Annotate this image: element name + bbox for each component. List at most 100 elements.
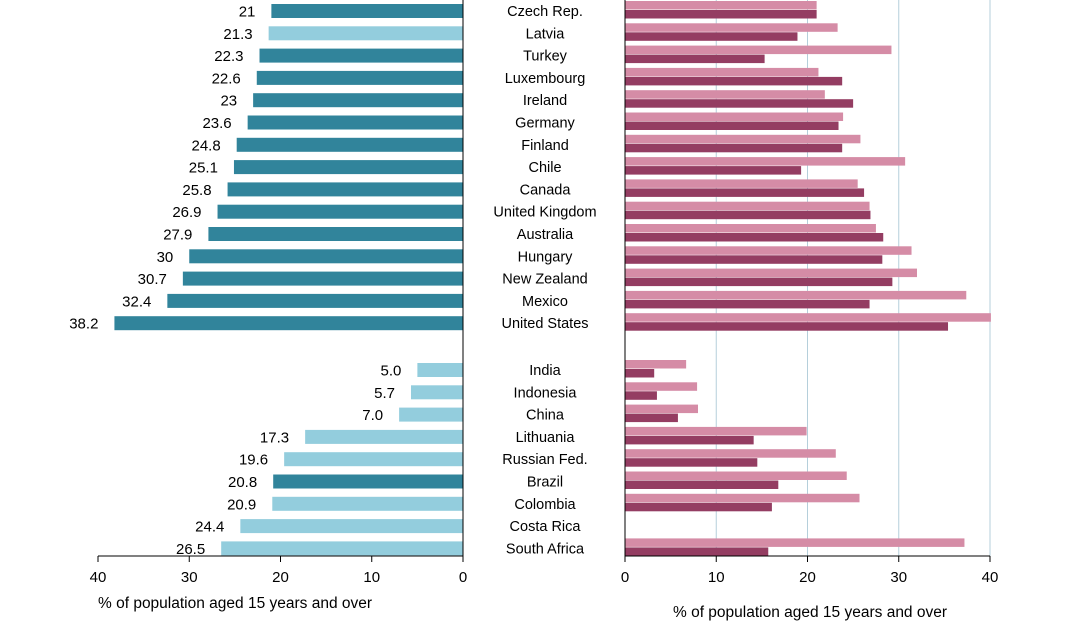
- left-value-label-chile: 25.1: [189, 160, 218, 177]
- left-bar-new-zealand: [182, 271, 464, 286]
- right-bar-czech-rep-series-2: [625, 10, 817, 19]
- left-x-axis: 40 30 20 10 0: [90, 0, 467, 586]
- right-bar-australia-series-1: [625, 224, 876, 233]
- right-bar-latvia-series-1: [625, 23, 838, 32]
- left-bar-india: [417, 363, 463, 377]
- right-bar-australia-series-2: [625, 233, 884, 242]
- left-value-label-new-zealand: 30.7: [138, 271, 167, 288]
- country-label-australia: Australia: [517, 227, 574, 243]
- country-label-canada: Canada: [520, 182, 572, 198]
- left-value-label-czech-rep: 21: [239, 4, 256, 21]
- country-label-turkey: Turkey: [523, 49, 568, 65]
- left-bar-united-states: [114, 316, 464, 331]
- left-value-label-russian-fed: 19.6: [239, 452, 268, 469]
- right-bar-new-zealand-series-2: [625, 277, 893, 287]
- right-bar-brazil-series-2: [625, 480, 779, 489]
- left-bar-brazil: [273, 474, 463, 489]
- right-bar-turkey-series-2: [625, 54, 765, 64]
- right-bar-germany-series-1: [625, 112, 844, 121]
- right-bar-chile-series-1: [625, 157, 906, 166]
- right-bar-czech-rep-series-1: [625, 1, 817, 10]
- left-bar-united-kingdom: [217, 204, 463, 219]
- left-value-label-canada: 25.8: [182, 182, 211, 199]
- left-value-label-indonesia: 5.7: [374, 385, 395, 402]
- right-bar-south-africa-series-2: [625, 547, 769, 556]
- left-bar-finland: [236, 137, 463, 152]
- country-label-hungary: Hungary: [518, 249, 574, 265]
- left-value-labels: 21 21.3 22.3 22.6 23 23.6 24.8 25.1 25.8 26.9 27.9…: [69, 4, 401, 558]
- left-value-label-colombia: 20.9: [227, 496, 256, 513]
- right-bar-united-states-series-1: [625, 313, 991, 322]
- country-label-latvia: Latvia: [526, 26, 566, 42]
- left-bar-hungary: [189, 249, 463, 264]
- left-value-label-south-africa: 26.5: [176, 541, 205, 558]
- left-value-label-finland: 24.8: [191, 137, 220, 154]
- right-tick-label-0: 0: [621, 569, 629, 586]
- country-label-brazil: Brazil: [527, 475, 563, 491]
- right-bar-germany-series-2: [625, 121, 839, 130]
- right-bar-new-zealand-series-1: [625, 268, 917, 278]
- left-bar-chart: 21 21.3 22.3 22.6 23 23.6 24.8 25.1 25.8 26.9 27.9…: [69, 0, 467, 612]
- right-bar-chart: 0 10 20 30 40 % of population aged 15 years …: [621, 0, 998, 621]
- country-label-mexico: Mexico: [522, 294, 568, 310]
- left-value-label-hungary: 30: [157, 249, 174, 266]
- left-bar-ireland: [253, 93, 463, 108]
- left-tick-label-40: 40: [90, 569, 107, 586]
- left-bar-mexico: [167, 293, 463, 308]
- right-bar-brazil-series-1: [625, 471, 847, 480]
- right-bar-indonesia-series-1: [625, 382, 698, 391]
- right-bar-ireland-series-1: [625, 90, 825, 99]
- left-bar-south-africa: [221, 541, 463, 556]
- right-bar-hungary-series-2: [625, 255, 883, 264]
- right-x-axis-title: % of population aged 15 years and over: [673, 604, 947, 621]
- right-bar-united-states-series-2: [625, 322, 949, 331]
- right-bar-colombia-series-1: [625, 493, 860, 503]
- country-label-lithuania: Lithuania: [516, 430, 576, 446]
- right-tick-label-20: 20: [799, 569, 816, 586]
- right-bar-united-kingdom-series-1: [625, 201, 870, 211]
- country-labels: Czech Rep. Latvia Turkey Luxembourg Ireland G…: [493, 4, 596, 557]
- right-bar-indonesia-series-2: [625, 391, 657, 400]
- left-bar-germany: [247, 115, 463, 130]
- left-bar-luxembourg: [256, 70, 463, 85]
- right-bar-luxembourg-series-2: [625, 76, 843, 86]
- right-bar-finland-series-2: [625, 143, 843, 153]
- left-bar-indonesia: [410, 385, 463, 400]
- right-bar-finland-series-1: [625, 134, 861, 144]
- country-label-new-zealand: New Zealand: [502, 272, 587, 288]
- right-bar-united-kingdom-series-2: [625, 210, 871, 220]
- left-tick-label-20: 20: [272, 569, 289, 586]
- left-bars: [114, 4, 464, 556]
- left-value-label-ireland: 23: [220, 93, 237, 110]
- left-value-label-india: 5.0: [381, 363, 402, 380]
- left-bar-latvia: [268, 26, 463, 41]
- right-bar-hungary-series-1: [625, 246, 912, 255]
- right-bars: [625, 1, 991, 556]
- right-bar-mexico-series-2: [625, 299, 870, 309]
- left-bar-turkey: [259, 48, 463, 63]
- left-bar-russian-fed: [284, 452, 463, 467]
- country-label-china: China: [526, 408, 565, 424]
- country-label-colombia: Colombia: [514, 497, 576, 513]
- right-bar-chile-series-2: [625, 166, 802, 175]
- right-bar-ireland-series-2: [625, 99, 854, 108]
- right-bar-india-series-1: [625, 360, 687, 369]
- country-label-costa-rica: Costa Rica: [510, 519, 582, 535]
- country-label-czech-rep: Czech Rep.: [507, 4, 583, 20]
- left-tick-label-0: 0: [459, 569, 467, 586]
- left-value-label-china: 7.0: [362, 407, 383, 424]
- left-tick-label-10: 10: [363, 569, 380, 586]
- country-label-finland: Finland: [521, 138, 569, 154]
- left-value-label-luxembourg: 22.6: [212, 70, 241, 87]
- country-label-united-kingdom: United Kingdom: [493, 205, 596, 221]
- left-value-label-latvia: 21.3: [223, 26, 252, 43]
- right-bar-lithuania-series-2: [625, 435, 754, 445]
- left-bar-china: [399, 407, 463, 422]
- right-bar-latvia-series-2: [625, 32, 798, 41]
- country-label-india: India: [529, 363, 561, 379]
- left-value-label-mexico: 32.4: [122, 293, 151, 310]
- left-bar-canada: [227, 182, 463, 197]
- right-x-axis: 0 10 20 30 40: [621, 0, 998, 586]
